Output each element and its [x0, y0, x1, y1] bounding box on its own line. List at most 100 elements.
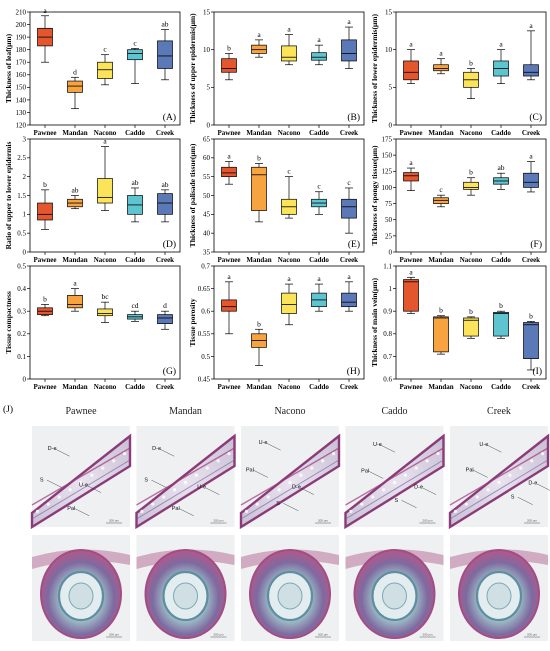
air-space: [530, 459, 534, 463]
label-leader: [379, 444, 396, 453]
x-tick-label: Caddo: [491, 383, 511, 391]
air-space: [382, 488, 386, 492]
y-tick-label: 0: [23, 248, 27, 256]
box-nacono: c: [97, 45, 113, 86]
label-leader: [74, 508, 90, 517]
significance-letter: b: [499, 301, 503, 310]
air-space: [162, 495, 166, 499]
air-space: [519, 466, 523, 470]
box-mandan: ab: [67, 186, 83, 210]
y-tick-label: 125: [382, 168, 393, 176]
x-tick-label: Nacono: [94, 129, 117, 137]
box-creek: a: [341, 17, 357, 69]
air-space: [205, 466, 209, 470]
x-tick-label: Nacono: [278, 256, 301, 264]
significance-letter: cd: [131, 301, 138, 310]
significance-letter: c: [103, 45, 107, 54]
box-creek: a: [523, 21, 539, 81]
box-pawnee: a: [403, 158, 419, 192]
box-iqr: [67, 80, 83, 93]
tissue-label: D-e: [414, 485, 423, 491]
air-space: [321, 459, 325, 463]
y-tick-label: 45: [203, 211, 211, 219]
air-space: [403, 473, 407, 477]
y-tick-label: 5: [207, 84, 211, 92]
xylem: [382, 582, 407, 610]
significance-letter: a: [287, 274, 291, 283]
vein-section-image: 200 μm: [241, 535, 339, 641]
box-iqr: [403, 60, 419, 81]
box-iqr: [37, 202, 53, 221]
box-iqr: [523, 64, 539, 77]
y-tick-label: 25: [385, 232, 393, 240]
box-mandan: b: [251, 319, 267, 366]
y-tick-label: 0.8: [383, 330, 392, 338]
air-space: [140, 509, 144, 513]
box-pawnee: b: [221, 43, 237, 81]
panel-label: (I): [533, 366, 543, 377]
significance-letter: b: [43, 294, 47, 303]
leaf-section-image: 200 μm U-e Pal D-e S: [239, 426, 341, 530]
palisade-layer: [136, 447, 235, 506]
significance-letter: c: [133, 38, 137, 47]
box-nacono: bc: [97, 292, 113, 323]
x-tick-label: Pawnee: [34, 129, 57, 137]
air-space: [299, 473, 303, 477]
significance-letter: b: [469, 168, 473, 177]
x-tick-label: Mandan: [246, 129, 271, 137]
label-leader: [486, 444, 502, 453]
air-space: [277, 488, 281, 492]
box-nacono: b: [463, 59, 479, 99]
y-tick-label: 65: [203, 135, 211, 143]
air-space: [540, 452, 545, 456]
vein-section-image: 200 μm: [136, 535, 235, 641]
x-tick-label: Caddo: [125, 129, 145, 137]
y-axis-label: Tissue porosity: [188, 298, 197, 347]
box-nacono: a: [281, 25, 297, 66]
tissue-label: Pal: [361, 468, 369, 474]
scale-bar-label: 200 μm: [213, 633, 224, 637]
spongy-layer: [240, 459, 340, 520]
box-iqr: [403, 279, 419, 312]
box-pawnee: b: [37, 294, 53, 317]
x-tick-label: Pawnee: [34, 256, 57, 264]
scale-bar-label: 200 μm: [213, 519, 224, 523]
tissue-label: S: [511, 495, 515, 501]
air-space: [112, 459, 116, 463]
significance-letter: a: [529, 21, 533, 30]
air-space: [508, 473, 512, 477]
y-tick-label: 35: [203, 248, 211, 256]
box-pawnee: a: [403, 40, 419, 84]
box-pawnee: a: [221, 272, 237, 335]
box-iqr: [493, 311, 509, 337]
air-space: [436, 452, 440, 456]
label-leader: [401, 500, 417, 508]
y-tick-label: 50: [385, 216, 393, 224]
significance-letter: ab: [161, 20, 168, 29]
vein-section-image: 200 μm: [32, 535, 130, 641]
y-axis-label: Thickness of upper epidermis(μm): [188, 13, 197, 124]
box-iqr: [311, 52, 327, 61]
significance-letter: d: [73, 67, 77, 76]
label-leader: [54, 448, 70, 457]
y-tick-label: 0.7: [201, 262, 210, 270]
palisade-layer: [345, 447, 444, 506]
y-tick-label: 0.6: [201, 308, 210, 316]
y-tick-label: 175: [382, 135, 393, 143]
box-pawnee: a: [403, 267, 419, 314]
box-iqr: [281, 292, 297, 314]
air-space: [392, 480, 397, 485]
chart-panel-2: 0 5 10 15 Thickness of upper epidermis(μm) Pa…: [188, 8, 365, 137]
y-tick-label: 170: [16, 59, 27, 67]
box-mandan: a: [251, 30, 267, 58]
significance-letter: a: [43, 6, 47, 15]
y-tick-label: 55: [203, 173, 211, 181]
box-caddo: a: [493, 40, 509, 84]
y-tick-label: 0.1: [17, 353, 26, 361]
significance-letter: c: [439, 185, 443, 194]
box-iqr: [127, 49, 143, 61]
significance-letter: a: [257, 30, 261, 39]
box-nacono: a: [97, 137, 113, 211]
box-creek: d: [157, 301, 173, 330]
